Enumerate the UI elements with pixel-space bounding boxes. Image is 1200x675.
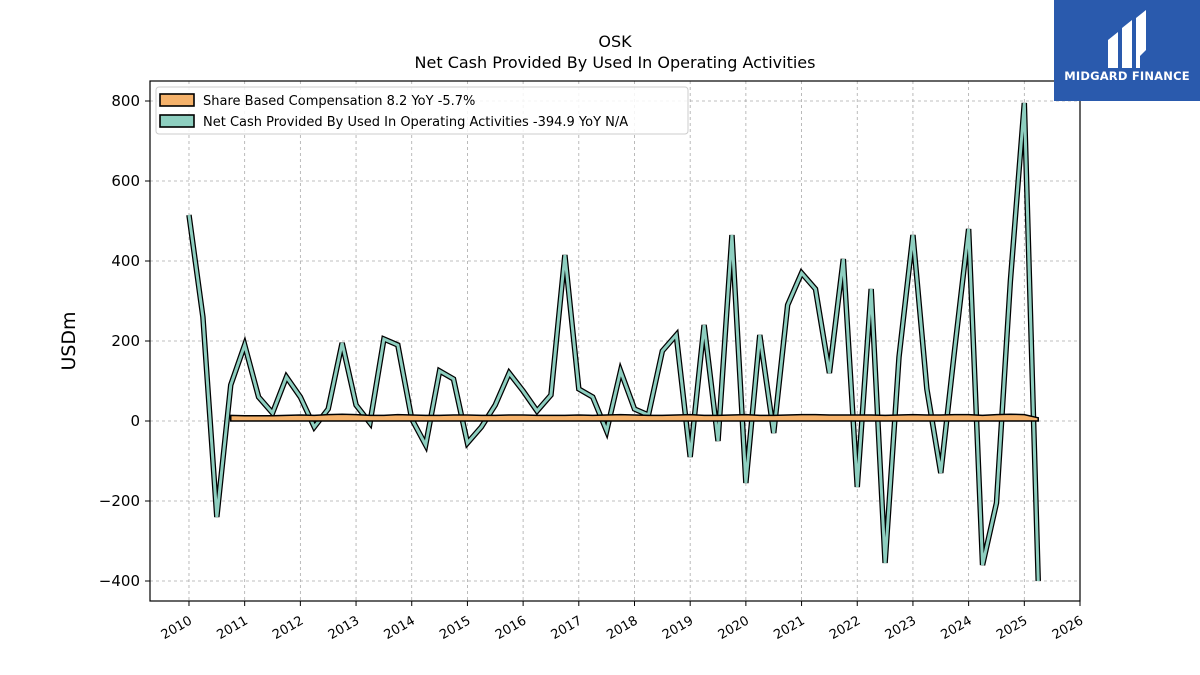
chart-subtitle: Net Cash Provided By Used In Operating A… [415,53,816,72]
x-tick-label: 2016 [493,613,529,643]
x-tick-label: 2025 [994,613,1030,643]
x-tick-label: 2012 [270,613,306,643]
y-tick-label: 800 [111,92,140,110]
x-tick-label: 2013 [326,613,362,643]
y-tick-label: −400 [99,572,140,590]
chart-title: OSK [598,32,632,51]
legend-swatch-net-cash [159,114,195,128]
x-tick-label: 2024 [938,613,974,643]
series-outline-net-cash [186,102,1041,582]
legend-box [155,86,689,135]
x-tick-label: 2017 [549,613,585,643]
y-axis-label: USDm [58,311,80,370]
ticks: −400 −200 0 200 400 600 800 2010 2011 2012 2013 201… [99,92,1086,643]
x-tick-label: 2011 [215,613,251,643]
x-tick-label: 2015 [437,613,473,643]
legend-label-net-cash: Net Cash Provided By Used In Operating A… [203,115,628,130]
brand-logo: MIDGARD FINANCE [1054,0,1200,101]
y-tick-label: 200 [111,332,140,350]
y-tick-label: −200 [99,492,140,510]
series-line-net-cash [187,102,1040,582]
series-area-share-based-compensation [229,413,1039,422]
y-tick-label: 600 [111,172,140,190]
x-tick-label: 2026 [1050,613,1086,643]
legend-swatch-share-based-compensation [159,93,195,107]
midgard-logo-icon [1108,10,1146,68]
x-tick-label: 2022 [827,613,863,643]
x-tick-label: 2021 [771,613,807,643]
brand-name: MIDGARD FINANCE [1064,69,1190,83]
legend-label-share-based-compensation: Share Based Compensation 8.2 YoY -5.7% [203,94,475,109]
x-tick-label: 2023 [883,613,919,643]
legend: Share Based Compensation 8.2 YoY -5.7% N… [155,86,689,135]
x-tick-label: 2010 [159,613,195,643]
y-tick-label: 0 [130,412,140,430]
x-tick-label: 2020 [716,613,752,643]
x-tick-label: 2019 [660,613,696,643]
x-tick-label: 2018 [604,613,640,643]
series-layer [186,102,1041,582]
y-tick-label: 400 [111,252,140,270]
grid [150,81,1081,601]
x-tick-label: 2014 [382,613,418,643]
